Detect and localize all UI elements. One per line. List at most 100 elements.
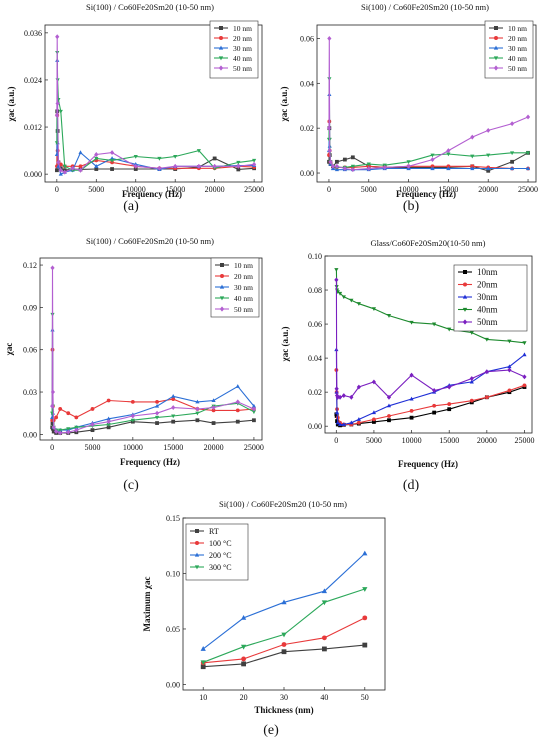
legend-label: 50nm [477, 317, 498, 327]
data-point [337, 422, 343, 427]
data-point [251, 403, 257, 408]
data-point [469, 398, 474, 403]
data-point [334, 410, 340, 415]
legend: RT 100 °C 200 °C 300 °C [185, 523, 249, 581]
data-point [371, 410, 377, 415]
data-point [406, 163, 411, 169]
data-point [386, 394, 392, 400]
data-point [350, 155, 355, 160]
data-point [130, 418, 135, 423]
data-point [341, 393, 346, 399]
chart-title: Si(100) / Co60Fe20Sm20 (10-50 nm) [86, 2, 214, 12]
y-tick-label: 0.06 [300, 34, 314, 43]
legend-label: 300 °C [209, 563, 232, 572]
legend-marker [462, 307, 468, 312]
data-point [56, 159, 61, 165]
series-50-nm [326, 35, 531, 173]
data-point [469, 331, 474, 335]
x-tick-label: 0 [55, 185, 59, 194]
data-point [171, 405, 176, 411]
data-point [334, 414, 339, 418]
data-point [281, 642, 287, 647]
x-tick-label: 30 [280, 693, 288, 702]
data-point [327, 35, 332, 41]
x-tick-label: 20000 [477, 436, 497, 445]
data-point [58, 109, 63, 114]
x-tick-label: 20000 [205, 185, 225, 194]
x-axis-label: Frequency (Hz) [396, 189, 456, 199]
series-30-nm [50, 327, 257, 432]
data-point [341, 422, 346, 427]
data-point [55, 168, 59, 173]
data-point [371, 379, 377, 385]
data-point [78, 150, 83, 155]
data-point [78, 164, 83, 169]
data-point [106, 425, 111, 430]
data-point [510, 166, 515, 171]
y-tick-label: 0.06 [308, 320, 322, 329]
data-point [212, 163, 217, 169]
data-point [173, 163, 178, 169]
data-point [171, 419, 176, 424]
legend-marker [220, 263, 224, 267]
data-point [349, 420, 354, 425]
legend-label: 50 nm [508, 64, 527, 73]
data-point [356, 384, 361, 390]
data-point [157, 165, 162, 171]
data-point [241, 661, 246, 667]
data-point [130, 400, 135, 404]
legend: 10nm 20nm 30nm 40nm 50nm [453, 264, 528, 332]
legend-marker [220, 274, 224, 278]
y-tick-label: 0.024 [24, 76, 42, 85]
data-point [334, 163, 339, 169]
series-line [328, 121, 528, 170]
data-point [362, 587, 368, 592]
data-point [54, 429, 59, 435]
legend-label: 200 °C [209, 551, 232, 560]
x-axis-label: Frequency (Hz) [122, 189, 182, 199]
data-point [432, 387, 437, 393]
data-point [447, 384, 452, 390]
legend-marker [493, 56, 499, 61]
legend-marker [194, 552, 200, 557]
data-point [94, 164, 99, 168]
legend-marker [219, 284, 225, 289]
data-point [133, 167, 138, 171]
data-point [486, 168, 491, 173]
series-20-nm [50, 347, 256, 423]
data-point [366, 166, 371, 172]
legend-label: 10 nm [233, 24, 252, 33]
legend-label: 10 nm [508, 24, 527, 33]
data-point [350, 164, 355, 169]
x-tick-label: 0 [327, 185, 331, 194]
data-point [130, 413, 135, 419]
data-point [510, 159, 515, 164]
x-tick-label: 25000 [244, 185, 264, 194]
data-point [470, 134, 475, 140]
chart-panel-d: Glass/Co60Fe20Sm20(10-50 nm) 0 5000 10000 15… [280, 238, 534, 493]
data-point [55, 34, 60, 40]
legend-label: 20 nm [233, 34, 252, 43]
data-point [525, 166, 531, 171]
data-point [484, 395, 489, 400]
data-point [486, 153, 491, 158]
x-tick-label: 40 [320, 693, 328, 702]
x-tick-label: 5000 [366, 436, 382, 445]
data-point [109, 150, 115, 156]
x-tick-label: 15000 [438, 185, 458, 194]
x-tick-label: 20 [240, 693, 248, 702]
data-point [510, 121, 515, 127]
data-point [58, 167, 63, 173]
x-tick-label: 5000 [84, 443, 100, 452]
data-point [447, 327, 452, 332]
x-tick-label: 5000 [361, 185, 377, 194]
data-point [525, 151, 531, 156]
data-point [171, 397, 176, 401]
data-point [51, 429, 56, 434]
data-point [251, 410, 257, 415]
data-point [522, 352, 527, 357]
data-point [235, 419, 240, 424]
series-50-nm [54, 34, 257, 175]
